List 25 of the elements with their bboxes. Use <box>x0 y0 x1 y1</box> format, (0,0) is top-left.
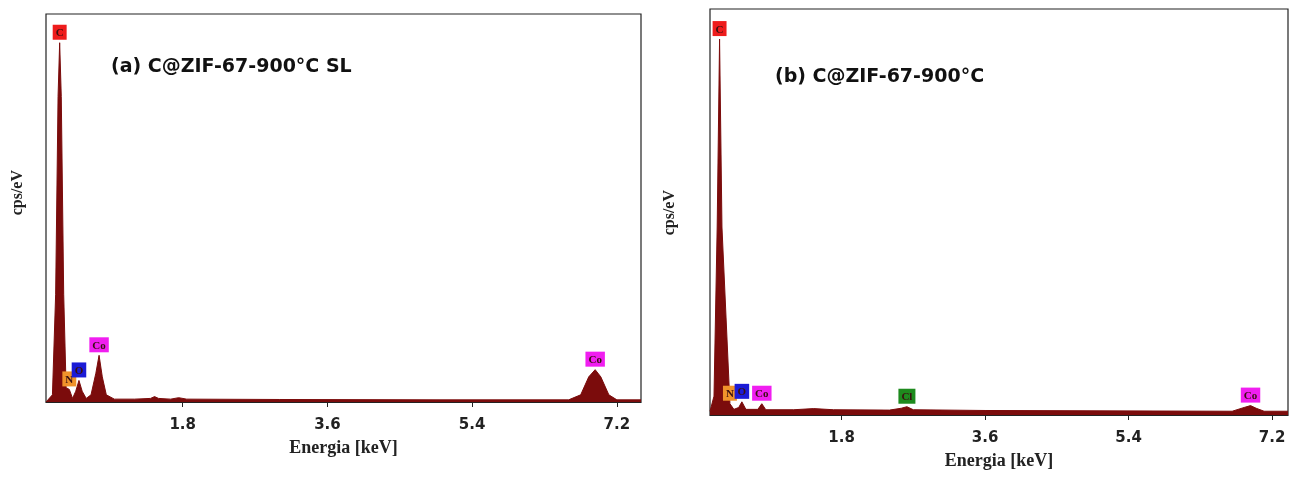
x-tick-label: 3.6 <box>314 414 341 433</box>
annotation: Co <box>92 338 107 351</box>
y-axis-title: cps/eV <box>7 169 26 216</box>
annotation: Co <box>588 353 603 366</box>
annotation: Cl <box>901 390 913 403</box>
x-tick-label: 1.8 <box>169 414 196 433</box>
annotation: O <box>74 363 84 376</box>
annotation: C <box>55 26 64 39</box>
x-tick-label: 1.8 <box>828 427 855 446</box>
x-tick-label: 3.6 <box>971 427 999 446</box>
text: (b) C@ZIF-67-900°C <box>775 63 985 86</box>
x-tick-label: 7.2 <box>603 414 631 433</box>
annotation: O <box>737 385 747 398</box>
x-tick-label: 5.4 <box>458 414 486 433</box>
annotation: Co <box>1243 389 1258 402</box>
annotation: N <box>725 387 734 400</box>
text: (a) C@ZIF-67-900°C SL <box>111 53 352 76</box>
annotation: C <box>715 22 724 35</box>
x-axis-title: Energia [keV] <box>289 437 398 457</box>
x-tick-label: 7.2 <box>1258 427 1286 446</box>
x-axis-title: Energia [keV] <box>944 450 1054 470</box>
y-axis-title: cps/eV <box>659 189 678 236</box>
x-tick-label: 5.4 <box>1115 427 1142 446</box>
annotation: N <box>65 372 74 385</box>
annotation: Co <box>755 387 770 400</box>
